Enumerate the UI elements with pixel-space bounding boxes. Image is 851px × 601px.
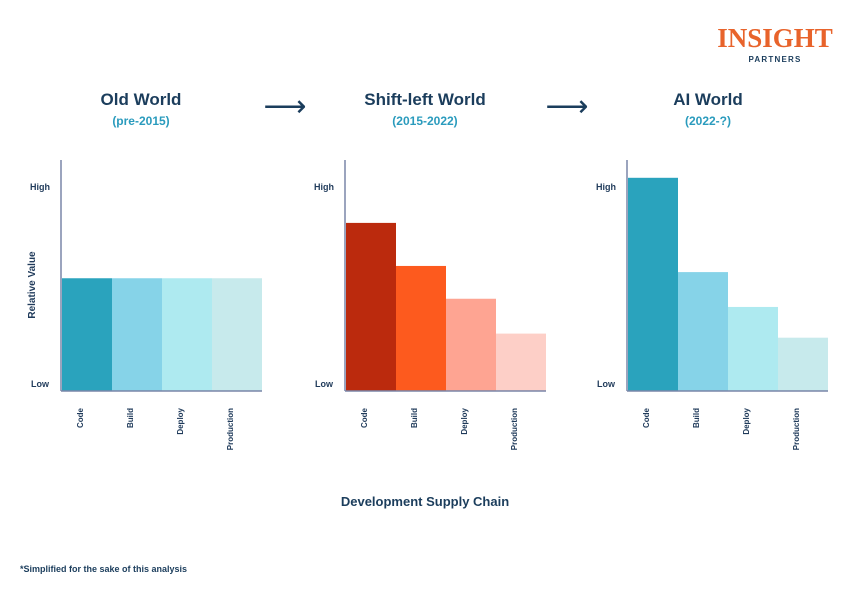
- x-tick-label: Deploy: [742, 407, 751, 434]
- bar: [778, 337, 828, 391]
- panel-title: Shift-left World: [364, 90, 486, 109]
- x-tick-label: Production: [792, 408, 801, 450]
- bar: [678, 272, 728, 391]
- x-tick-label: Build: [692, 408, 701, 428]
- panel-subtitle: (2015-2022): [392, 114, 457, 128]
- y-tick-label: Low: [597, 379, 616, 389]
- x-axis-label: Development Supply Chain: [341, 494, 509, 509]
- footnote: *Simplified for the sake of this analysi…: [20, 564, 187, 574]
- chart-panel: Shift-left World (2015-2022) High Low Code Bu…: [314, 90, 546, 450]
- bar: [112, 278, 162, 391]
- x-tick-label: Deploy: [460, 407, 469, 434]
- y-tick-label: High: [314, 182, 334, 192]
- y-tick-label: High: [30, 182, 50, 192]
- bar: [628, 177, 678, 391]
- bar: [446, 298, 496, 391]
- panel-title: AI World: [673, 90, 743, 109]
- bar: [396, 265, 446, 391]
- x-tick-label: Code: [360, 407, 369, 428]
- y-tick-label: Low: [315, 379, 334, 389]
- x-tick-label: Build: [410, 408, 419, 428]
- chart-panel: AI World (2022-?) High Low Code Build Deploy Pr…: [596, 90, 828, 450]
- bar: [346, 222, 396, 391]
- logo-wordmark: INSIGHT: [717, 23, 833, 53]
- bar: [62, 278, 112, 391]
- y-axis-label: Relative Value: [27, 251, 38, 319]
- y-tick-label: High: [596, 182, 616, 192]
- panel-title: Old World: [101, 90, 182, 109]
- bar: [728, 306, 778, 391]
- chart-panel: Old World (pre-2015) High Low Code Build Deplo…: [27, 90, 262, 450]
- y-tick-label: Low: [31, 379, 50, 389]
- bar: [162, 278, 212, 391]
- x-tick-label: Production: [510, 408, 519, 450]
- x-tick-label: Code: [642, 407, 651, 428]
- panel-subtitle: (pre-2015): [112, 114, 169, 128]
- bar: [496, 333, 546, 391]
- x-tick-label: Build: [126, 408, 135, 428]
- insight-partners-logo: INSIGHT PARTNERS: [717, 23, 833, 64]
- panel-subtitle: (2022-?): [685, 114, 731, 128]
- chart-panels: Old World (pre-2015) High Low Code Build Deplo…: [27, 90, 828, 450]
- x-tick-label: Code: [76, 407, 85, 428]
- x-tick-label: Deploy: [176, 407, 185, 434]
- x-tick-label: Production: [226, 408, 235, 450]
- logo-subtitle: PARTNERS: [748, 55, 801, 64]
- arrow-icon: ⟶: [263, 90, 306, 123]
- bar: [212, 278, 262, 391]
- arrow-icon: ⟶: [545, 90, 588, 123]
